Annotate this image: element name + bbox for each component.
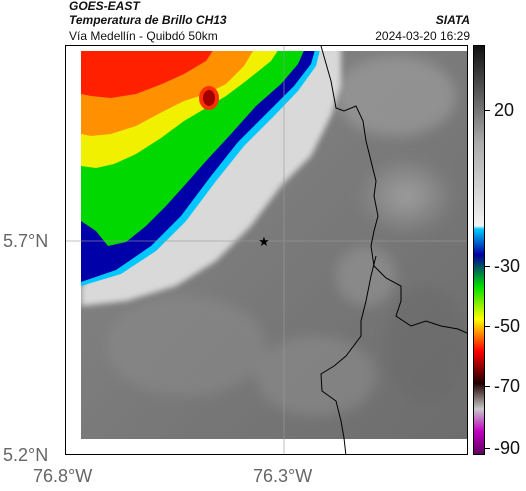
colorbar-tick <box>484 386 490 387</box>
product-title: Temperatura de Brillo CH13 <box>69 13 227 27</box>
cloud-red <box>81 46 216 98</box>
no-data-bottom <box>66 439 467 454</box>
no-data-right <box>467 46 468 455</box>
lon-label-76-8: 76.8°W <box>33 466 93 486</box>
map-image: ★ <box>66 46 468 455</box>
colorbar-tick <box>484 448 490 449</box>
cloud-core-dark <box>203 90 215 106</box>
colorbar <box>473 45 485 455</box>
department-border-south <box>320 255 377 454</box>
satellite-title: GOES-EAST <box>69 0 140 13</box>
no-data-left <box>66 46 81 454</box>
colorbar-tick <box>484 266 490 267</box>
colorbar-label-m70: -70 <box>494 376 521 396</box>
lon-label-76-3: 76.3°W <box>253 466 313 486</box>
satellite-map[interactable]: ★ <box>65 45 468 455</box>
department-border <box>320 46 467 334</box>
no-data-top <box>66 46 467 51</box>
colorbar-label-m30: -30 <box>494 256 521 276</box>
colorbar-tick <box>484 326 490 327</box>
colorbar-tick <box>484 110 490 111</box>
colorbar-label-20: 20 <box>494 100 515 120</box>
organization-label: SIATA <box>435 13 470 27</box>
lat-label-5-7: 5.7°N <box>3 231 49 251</box>
star-icon: ★ <box>258 235 270 250</box>
colorbar-label-m90: -90 <box>494 438 521 458</box>
colorbar-label-m50: -50 <box>494 316 521 336</box>
route-subtitle: Vía Medellín - Quibdó 50km <box>69 29 218 43</box>
lat-label-5-2: 5.2°N <box>3 445 49 465</box>
cloud-cold-tops <box>81 46 321 286</box>
timestamp-label: 2024-03-20 16:29 <box>375 29 470 43</box>
